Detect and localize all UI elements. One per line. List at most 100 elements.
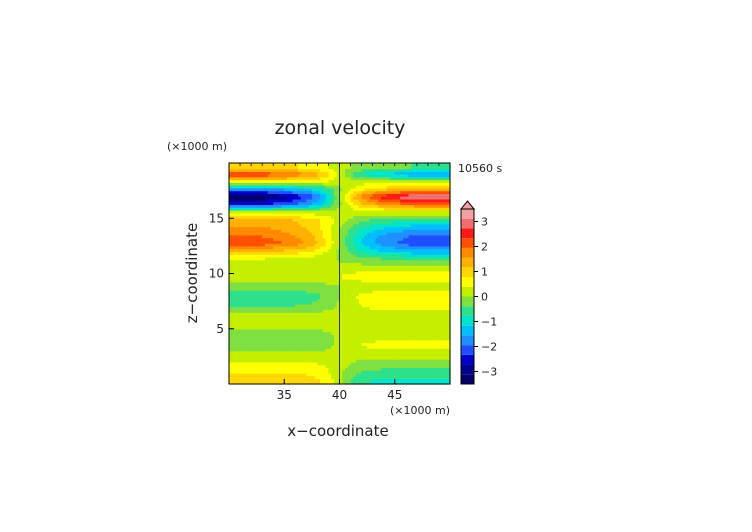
contour-cell — [320, 218, 324, 222]
contour-cell — [325, 190, 330, 194]
contour-cell — [275, 256, 280, 261]
contour-cell — [245, 165, 249, 170]
contour-cell — [303, 298, 307, 302]
contour-cell — [284, 185, 288, 189]
contour-cell — [394, 163, 399, 167]
contour-cell — [229, 337, 233, 341]
contour-cell — [325, 334, 330, 338]
contour-cell — [273, 375, 277, 380]
contour-cell — [372, 314, 377, 319]
contour-cell — [375, 348, 379, 352]
contour-cell — [320, 262, 324, 266]
contour-cell — [397, 174, 401, 178]
contour-cell — [295, 237, 299, 241]
contour-cell — [248, 309, 252, 313]
contour-cell — [237, 356, 241, 360]
contour-cell — [256, 284, 260, 288]
contour-cell — [262, 359, 266, 363]
contour-cell — [333, 309, 338, 313]
contour-cell — [259, 331, 263, 335]
contour-cell — [229, 245, 233, 250]
contour-cell — [278, 301, 283, 305]
contour-cell — [248, 207, 252, 211]
contour-cell — [229, 187, 233, 192]
contour-cell — [339, 245, 343, 250]
contour-cell — [289, 342, 294, 346]
contour-cell — [339, 367, 343, 371]
contour-cell — [262, 223, 266, 228]
contour-cell — [248, 179, 252, 183]
contour-cell — [350, 207, 354, 211]
contour-cell — [245, 168, 249, 172]
contour-cell — [328, 223, 332, 228]
contour-cell — [256, 193, 260, 197]
contour-cell — [333, 339, 338, 344]
contour-cell — [248, 348, 252, 352]
contour-cell — [295, 325, 299, 330]
contour-cell — [394, 182, 399, 186]
contour-cell — [298, 196, 302, 200]
contour-cell — [295, 240, 299, 244]
contour-cell — [320, 187, 324, 192]
contour-cell — [333, 298, 338, 302]
contour-cell — [278, 295, 283, 299]
contour-cell — [331, 226, 335, 230]
contour-cell — [400, 356, 404, 360]
contour-cell — [325, 212, 330, 217]
contour-cell — [367, 198, 371, 203]
contour-cell — [273, 198, 277, 203]
contour-cell — [331, 163, 335, 167]
contour-cell — [317, 182, 321, 186]
contour-cell — [347, 207, 352, 211]
contour-cell — [242, 279, 247, 283]
contour-cell — [347, 198, 352, 203]
contour-cell — [300, 171, 305, 175]
contour-cell — [270, 251, 274, 255]
contour-cell — [264, 234, 269, 239]
contour-cell — [394, 229, 399, 233]
contour-cell — [259, 345, 263, 349]
contour-cell — [375, 370, 379, 374]
contour-cell — [237, 298, 241, 302]
contour-cell — [372, 232, 377, 236]
contour-cell — [386, 342, 390, 346]
contour-cell — [367, 367, 371, 371]
contour-cell — [391, 276, 396, 280]
contour-cell — [306, 190, 310, 194]
contour-cell — [320, 370, 324, 374]
contour-cell — [397, 265, 401, 269]
contour-cell — [339, 259, 343, 264]
contour-cell — [375, 287, 379, 291]
contour-cell — [320, 325, 324, 330]
contour-cell — [259, 361, 263, 366]
contour-cell — [289, 256, 294, 261]
contour-cell — [303, 240, 307, 244]
contour-cell — [300, 381, 305, 385]
contour-cell — [364, 298, 368, 302]
contour-cell — [356, 256, 360, 261]
contour-cell — [369, 174, 374, 178]
contour-cell — [278, 229, 283, 233]
contour-cell — [356, 201, 360, 206]
contour-cell — [314, 256, 318, 261]
contour-cell — [364, 218, 368, 222]
contour-cell — [342, 240, 346, 244]
contour-cell — [322, 320, 327, 324]
contour-cell — [375, 364, 379, 369]
contour-cell — [320, 240, 324, 244]
contour-cell — [281, 281, 285, 286]
contour-cell — [336, 298, 341, 302]
contour-cell — [353, 309, 357, 313]
contour-cell — [358, 245, 363, 250]
contour-cell — [251, 168, 255, 172]
contour-cell — [345, 185, 349, 189]
contour-cell — [375, 378, 379, 382]
contour-cell — [248, 229, 252, 233]
contour-cell — [320, 165, 324, 170]
contour-cell — [253, 359, 258, 363]
contour-cell — [342, 323, 346, 327]
contour-cell — [347, 345, 352, 349]
contour-cell — [259, 381, 263, 385]
contour-cell — [237, 265, 241, 269]
contour-cell — [356, 240, 360, 244]
